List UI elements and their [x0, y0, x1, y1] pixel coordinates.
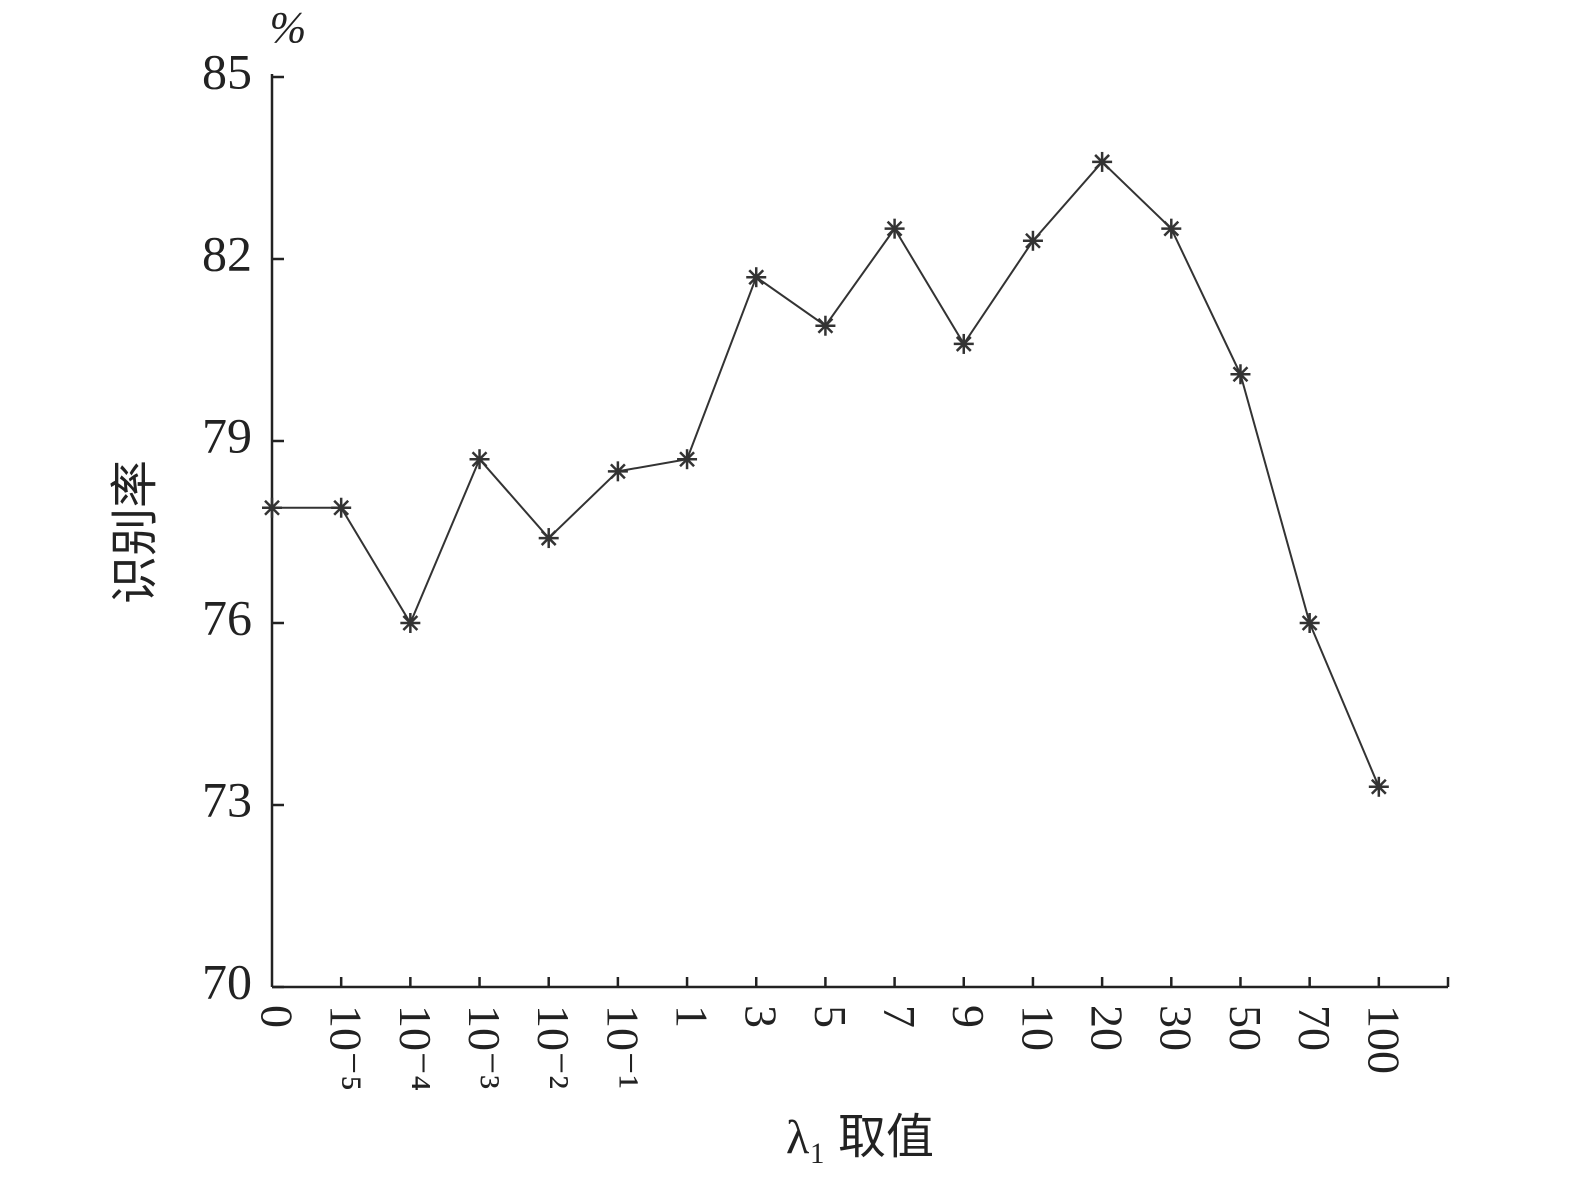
marker-stroke	[817, 317, 834, 334]
marker	[953, 333, 974, 354]
y-tick-label: 73	[202, 771, 252, 827]
marker	[1161, 218, 1182, 239]
x-tick-label: 10⁻¹	[597, 1005, 648, 1089]
marker	[331, 497, 352, 518]
x-tick-label: 10⁻²	[528, 1005, 579, 1089]
marker	[1368, 776, 1389, 797]
x-tick-label: 70	[1289, 1005, 1340, 1051]
y-unit: %	[270, 3, 307, 52]
marker	[469, 449, 490, 470]
marker-stroke	[1370, 778, 1387, 795]
marker-stroke	[402, 615, 419, 631]
y-tick-label: 76	[202, 589, 252, 645]
x-tick-label: 10⁻⁴	[390, 1005, 441, 1091]
y-tick-label: 70	[202, 953, 252, 1009]
marker-stroke	[333, 499, 350, 516]
marker-stroke	[609, 463, 626, 480]
marker	[1230, 364, 1251, 385]
marker	[815, 315, 836, 336]
x-tick-label: 5	[805, 1005, 856, 1028]
marker	[884, 218, 905, 239]
marker-stroke	[1163, 220, 1180, 237]
y-tick-label: 85	[202, 43, 252, 99]
marker-stroke	[679, 451, 695, 468]
y-tick-label: 82	[202, 225, 252, 281]
x-tick-label: 9	[943, 1005, 994, 1028]
marker-stroke	[1232, 366, 1249, 383]
marker-stroke	[264, 499, 280, 516]
y-axis-label: 识别率	[109, 460, 162, 604]
x-tick-label: 10	[1012, 1005, 1063, 1051]
marker-stroke	[471, 451, 488, 468]
marker-stroke	[540, 530, 557, 546]
marker	[1092, 151, 1113, 172]
x-tick-label: 7	[874, 1005, 925, 1028]
marker-stroke	[886, 220, 903, 237]
x-tick-label: 30	[1151, 1005, 1202, 1051]
marker	[1299, 613, 1320, 633]
y-tick-label: 79	[202, 407, 252, 463]
marker	[607, 461, 628, 482]
data-line	[272, 160, 1380, 788]
x-tick-label: 50	[1220, 1005, 1271, 1051]
x-tick-label: 10⁻³	[459, 1005, 510, 1089]
x-tick-label: 3	[736, 1005, 787, 1028]
x-tick-label: 100	[1358, 1005, 1409, 1074]
marker-stroke	[1094, 154, 1111, 170]
marker-stroke	[955, 336, 972, 352]
marker	[677, 449, 698, 470]
x-tick-label: 1	[666, 1005, 717, 1028]
marker-stroke	[748, 269, 765, 286]
x-tick-label: 10⁻⁵	[321, 1005, 372, 1091]
marker	[538, 528, 559, 549]
marker	[400, 613, 421, 633]
marker	[746, 267, 767, 288]
marker-stroke	[1301, 615, 1318, 631]
marker	[1022, 230, 1043, 251]
marker-stroke	[1025, 232, 1041, 249]
x-tick-label: 20	[1082, 1005, 1133, 1051]
x-tick-label: 0	[251, 1005, 302, 1028]
marker	[262, 497, 282, 518]
x-axis-label: λ₁ 取值	[786, 1111, 934, 1164]
